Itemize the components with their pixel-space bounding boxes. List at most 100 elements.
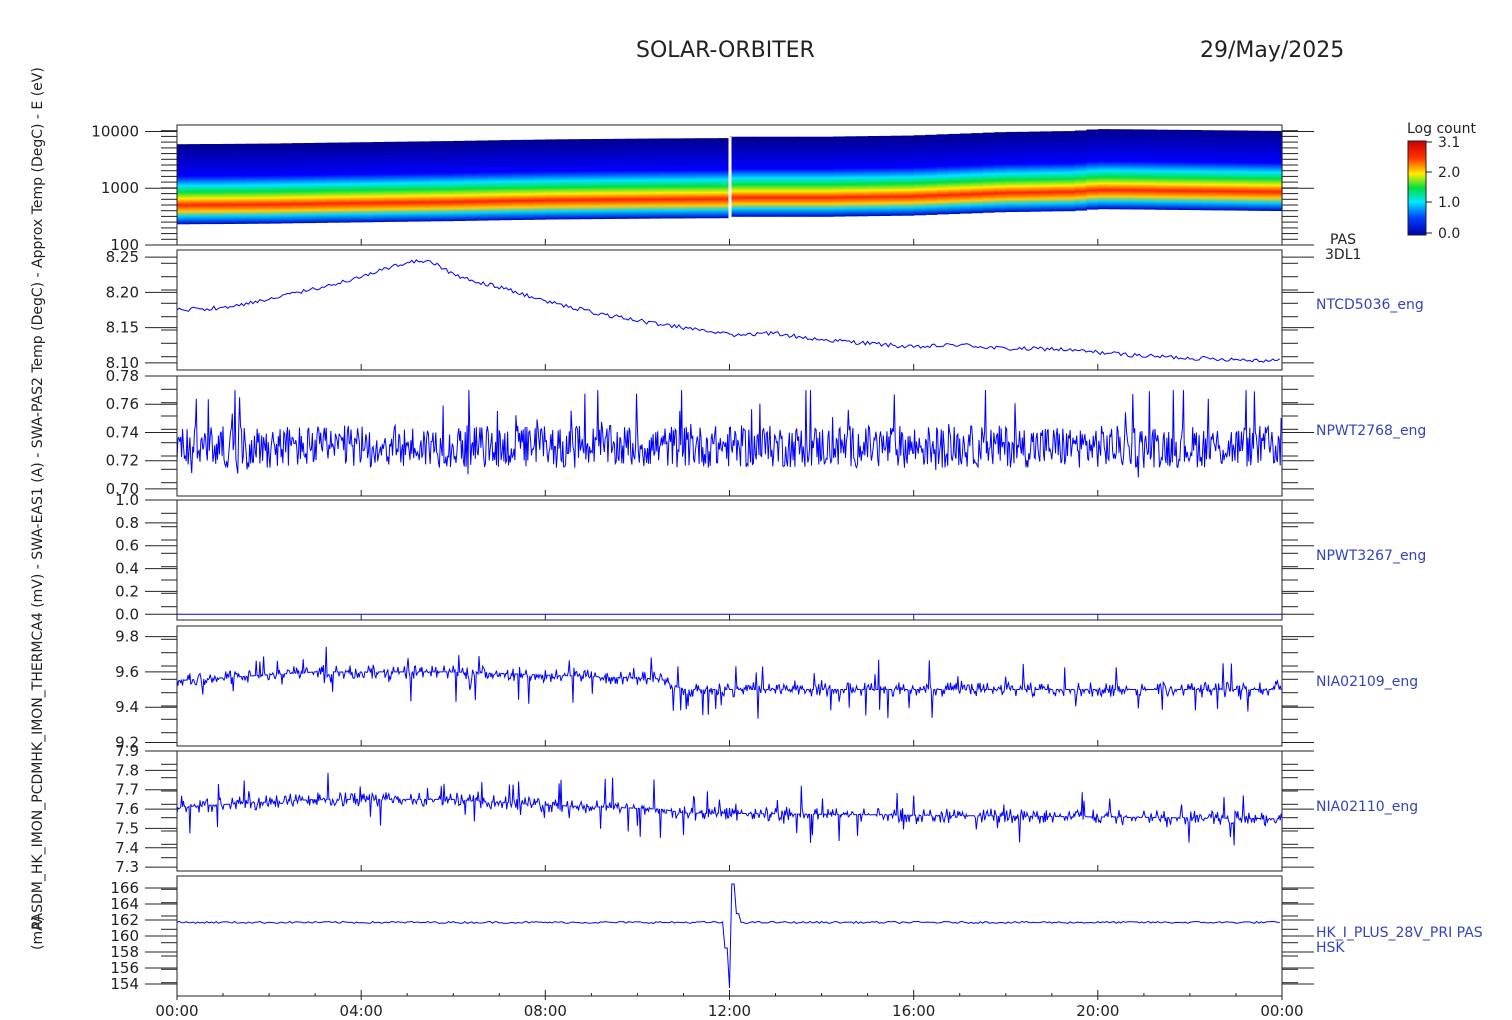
heatmap-column xyxy=(453,140,466,221)
heatmap-column xyxy=(487,140,500,221)
y-tick-label: 8.10 xyxy=(106,354,139,372)
heatmap-column xyxy=(925,134,938,215)
y-tick-label: 162 xyxy=(110,911,139,929)
heatmap-column xyxy=(833,136,846,217)
y-axis-label-bottom: (mA) xyxy=(30,916,46,950)
colorbar-scale xyxy=(1407,140,1427,236)
heatmap-column xyxy=(787,136,800,217)
heatmap-column xyxy=(890,135,903,216)
heatmap-column xyxy=(257,143,270,224)
y-tick-label: 0.4 xyxy=(115,560,139,578)
heatmap-column xyxy=(292,143,305,224)
heatmap-column xyxy=(1259,130,1272,211)
heatmap-column xyxy=(775,136,788,217)
heatmap-column xyxy=(718,138,731,219)
panel-frame xyxy=(176,499,1283,621)
colorbar-title: Log count xyxy=(1407,121,1476,137)
heatmap-column xyxy=(1040,131,1053,212)
y-tick-label: 0.76 xyxy=(106,395,139,413)
x-tick-label: 20:00 xyxy=(1076,1002,1119,1020)
y-tick-label: 9.2 xyxy=(115,734,139,752)
heatmap-column xyxy=(994,132,1007,213)
heatmap-column xyxy=(821,136,834,217)
panel-frame xyxy=(176,625,1283,747)
heatmap-column xyxy=(602,138,615,219)
heatmap-column xyxy=(1166,129,1179,210)
heatmap-column xyxy=(372,142,385,223)
heatmap-column xyxy=(637,138,650,219)
y-tick-label: 0.0 xyxy=(115,605,139,623)
heatmap-column xyxy=(1236,130,1249,211)
y-tick-label: 10000 xyxy=(91,123,139,141)
x-axis: 00:00 04:00 08:00 12:00 16:00 20:00 00:00 xyxy=(155,239,1304,1020)
heatmap-column xyxy=(936,134,949,215)
y-tick-label: 160 xyxy=(110,927,139,945)
right-series-label: NPWT3267_eng xyxy=(1316,548,1426,564)
right-instrument-label: PAS xyxy=(1330,232,1356,248)
y-tick-label: 7.6 xyxy=(115,800,139,818)
heatmap-column xyxy=(1120,129,1133,210)
heatmap-column xyxy=(418,141,431,222)
y-tick-label: 7.4 xyxy=(115,839,139,857)
heatmap-column xyxy=(1109,129,1122,210)
y-tick-label: 7.8 xyxy=(115,761,139,779)
heatmap-column xyxy=(879,135,892,216)
heatmap-column xyxy=(556,139,569,220)
y-tick-label: 0.74 xyxy=(106,424,139,442)
heatmap-column xyxy=(764,136,777,217)
heatmap-column xyxy=(533,139,546,220)
heatmap-column xyxy=(1201,130,1214,211)
panel-3: 0.78 0.76 0.74 0.72 0.70 NPWT2768_eng xyxy=(106,367,1427,498)
y-tick-label: 7.5 xyxy=(115,819,139,837)
y-tick-label: 166 xyxy=(110,879,139,897)
y-tick-label: 0.2 xyxy=(115,582,139,600)
heatmap-column xyxy=(683,138,696,219)
heatmap-column xyxy=(303,143,316,224)
heatmap-column xyxy=(752,136,765,217)
y-tick-label: 0.72 xyxy=(106,452,139,470)
y-tick-label: 8.20 xyxy=(106,283,139,301)
chart-date: 29/May/2025 xyxy=(1200,38,1345,63)
heatmap-column xyxy=(246,143,259,224)
heatmap-column xyxy=(648,138,661,219)
heatmap-column xyxy=(913,135,926,216)
heatmap-column xyxy=(499,140,512,221)
heatmap-column xyxy=(1097,129,1110,210)
heatmap-column xyxy=(545,139,558,220)
heatmap-column xyxy=(430,141,443,222)
colorbar-tick-label: 2.0 xyxy=(1438,165,1460,181)
heatmap-column xyxy=(1074,130,1087,211)
y-tick-label: 8.15 xyxy=(106,319,139,337)
heatmap-column xyxy=(568,139,581,220)
heatmap-column xyxy=(1155,129,1168,210)
heatmap-column xyxy=(729,136,742,217)
heatmap-column xyxy=(1189,130,1202,211)
y-tick-label: 9.4 xyxy=(115,698,139,716)
y-tick-label: 0.8 xyxy=(115,514,139,532)
heatmap-column xyxy=(407,141,420,222)
y-tick-label: 0.70 xyxy=(106,480,139,498)
heatmap-column xyxy=(441,141,454,222)
y-tick-label: 9.8 xyxy=(115,628,139,646)
y-tick-label: 100 xyxy=(110,236,139,254)
heatmap-column xyxy=(695,138,708,219)
heatmap-column xyxy=(706,138,719,219)
right-series-sublabel: HSK xyxy=(1316,940,1345,956)
heatmap-column xyxy=(510,139,523,220)
panel-2: 8.25 8.20 8.15 8.10 NTCD5036_eng xyxy=(106,248,1424,372)
series-line xyxy=(176,390,1283,478)
heatmap-column xyxy=(1017,131,1030,212)
heatmap-column xyxy=(200,144,213,225)
right-series-label: HK_I_PLUS_28V_PRI PAS xyxy=(1316,925,1483,941)
right-series-label: NIA02109_eng xyxy=(1316,674,1418,690)
heatmap-column xyxy=(1224,130,1237,211)
heatmap-column xyxy=(798,136,811,217)
heatmap-column xyxy=(395,141,408,222)
y-tick-label: 1.0 xyxy=(115,491,139,509)
x-tick-label: 08:00 xyxy=(524,1002,567,1020)
heatmap-column xyxy=(211,144,224,225)
